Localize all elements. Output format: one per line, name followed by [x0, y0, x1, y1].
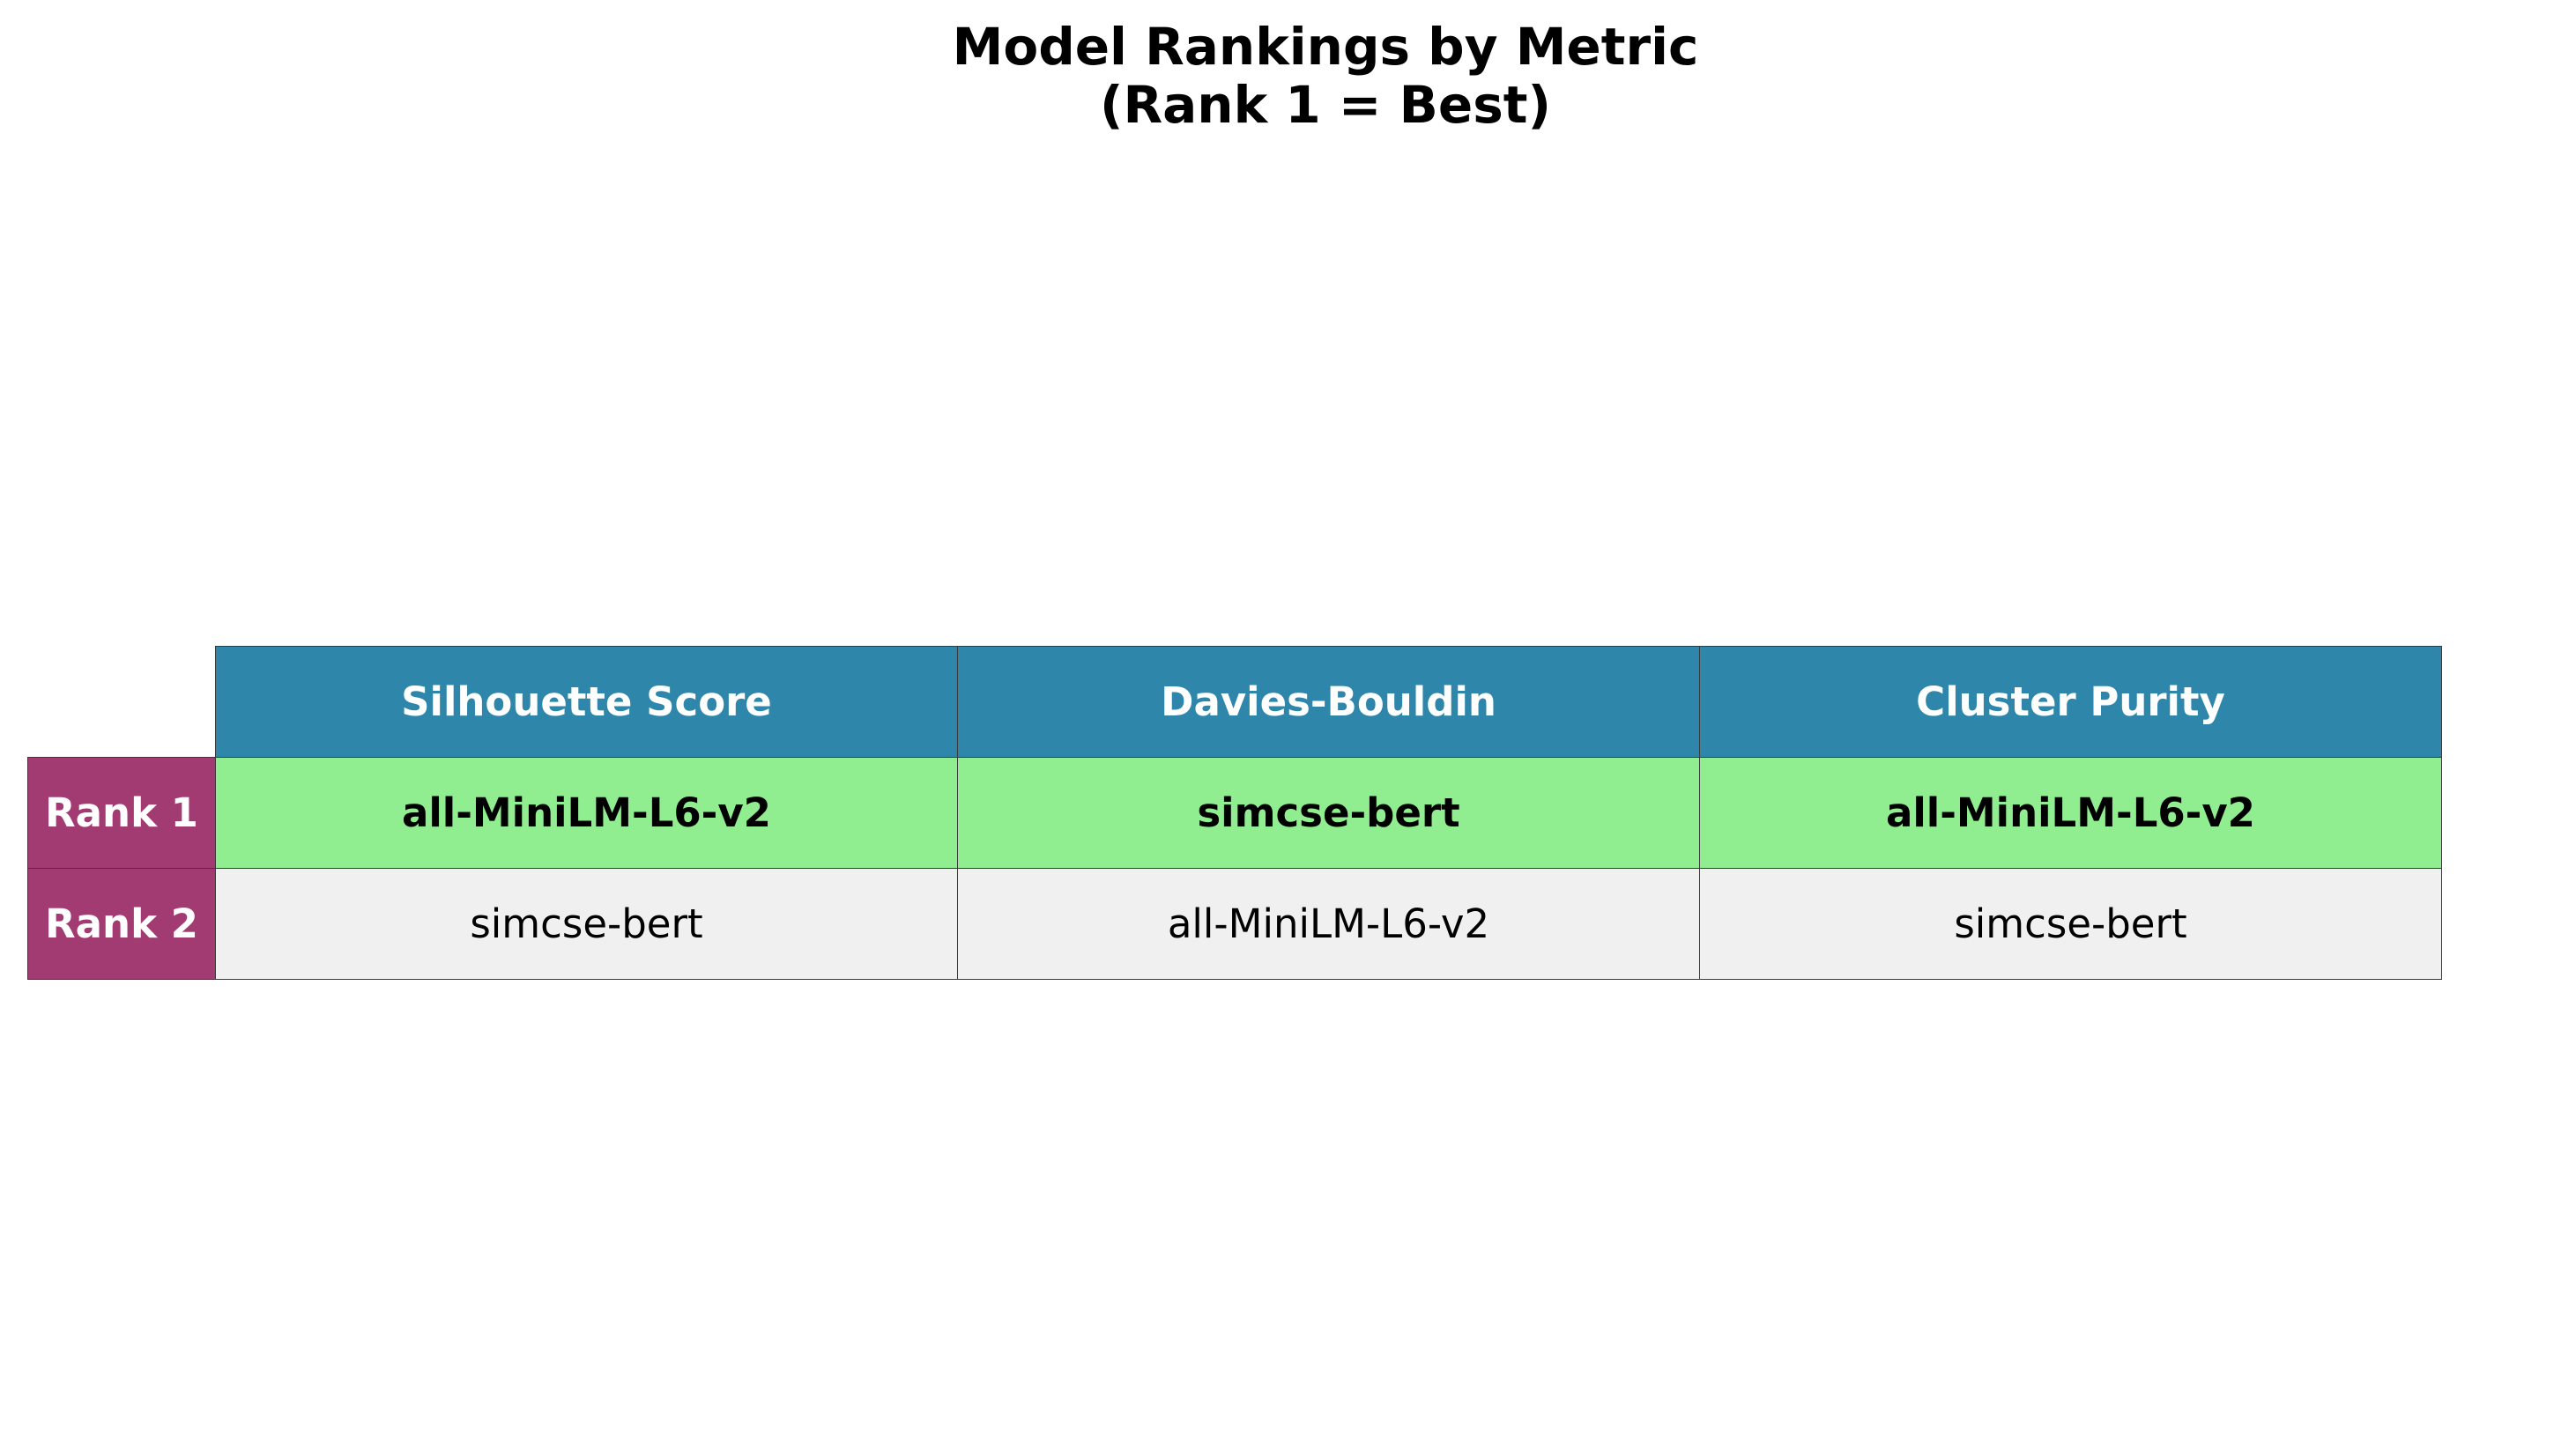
column-header-cluster-purity: Cluster Purity: [1699, 646, 2442, 758]
table-cell: all-MiniLM-L6-v2: [957, 868, 1700, 980]
table-cell: simcse-bert: [1699, 868, 2442, 980]
column-header-silhouette-score: Silhouette Score: [215, 646, 958, 758]
table-cell: all-MiniLM-L6-v2: [1699, 757, 2442, 869]
table-cell: simcse-bert: [957, 757, 1700, 869]
column-header-davies-bouldin: Davies-Bouldin: [957, 646, 1700, 758]
chart-title: Model Rankings by Metric: [952, 17, 1699, 77]
table-cell: simcse-bert: [215, 868, 958, 980]
chart-subtitle: (Rank 1 = Best): [1099, 75, 1551, 135]
table-cell: all-MiniLM-L6-v2: [215, 757, 958, 869]
row-header-rank-2: Rank 2: [27, 868, 216, 980]
row-header-rank-1: Rank 1: [27, 757, 216, 869]
